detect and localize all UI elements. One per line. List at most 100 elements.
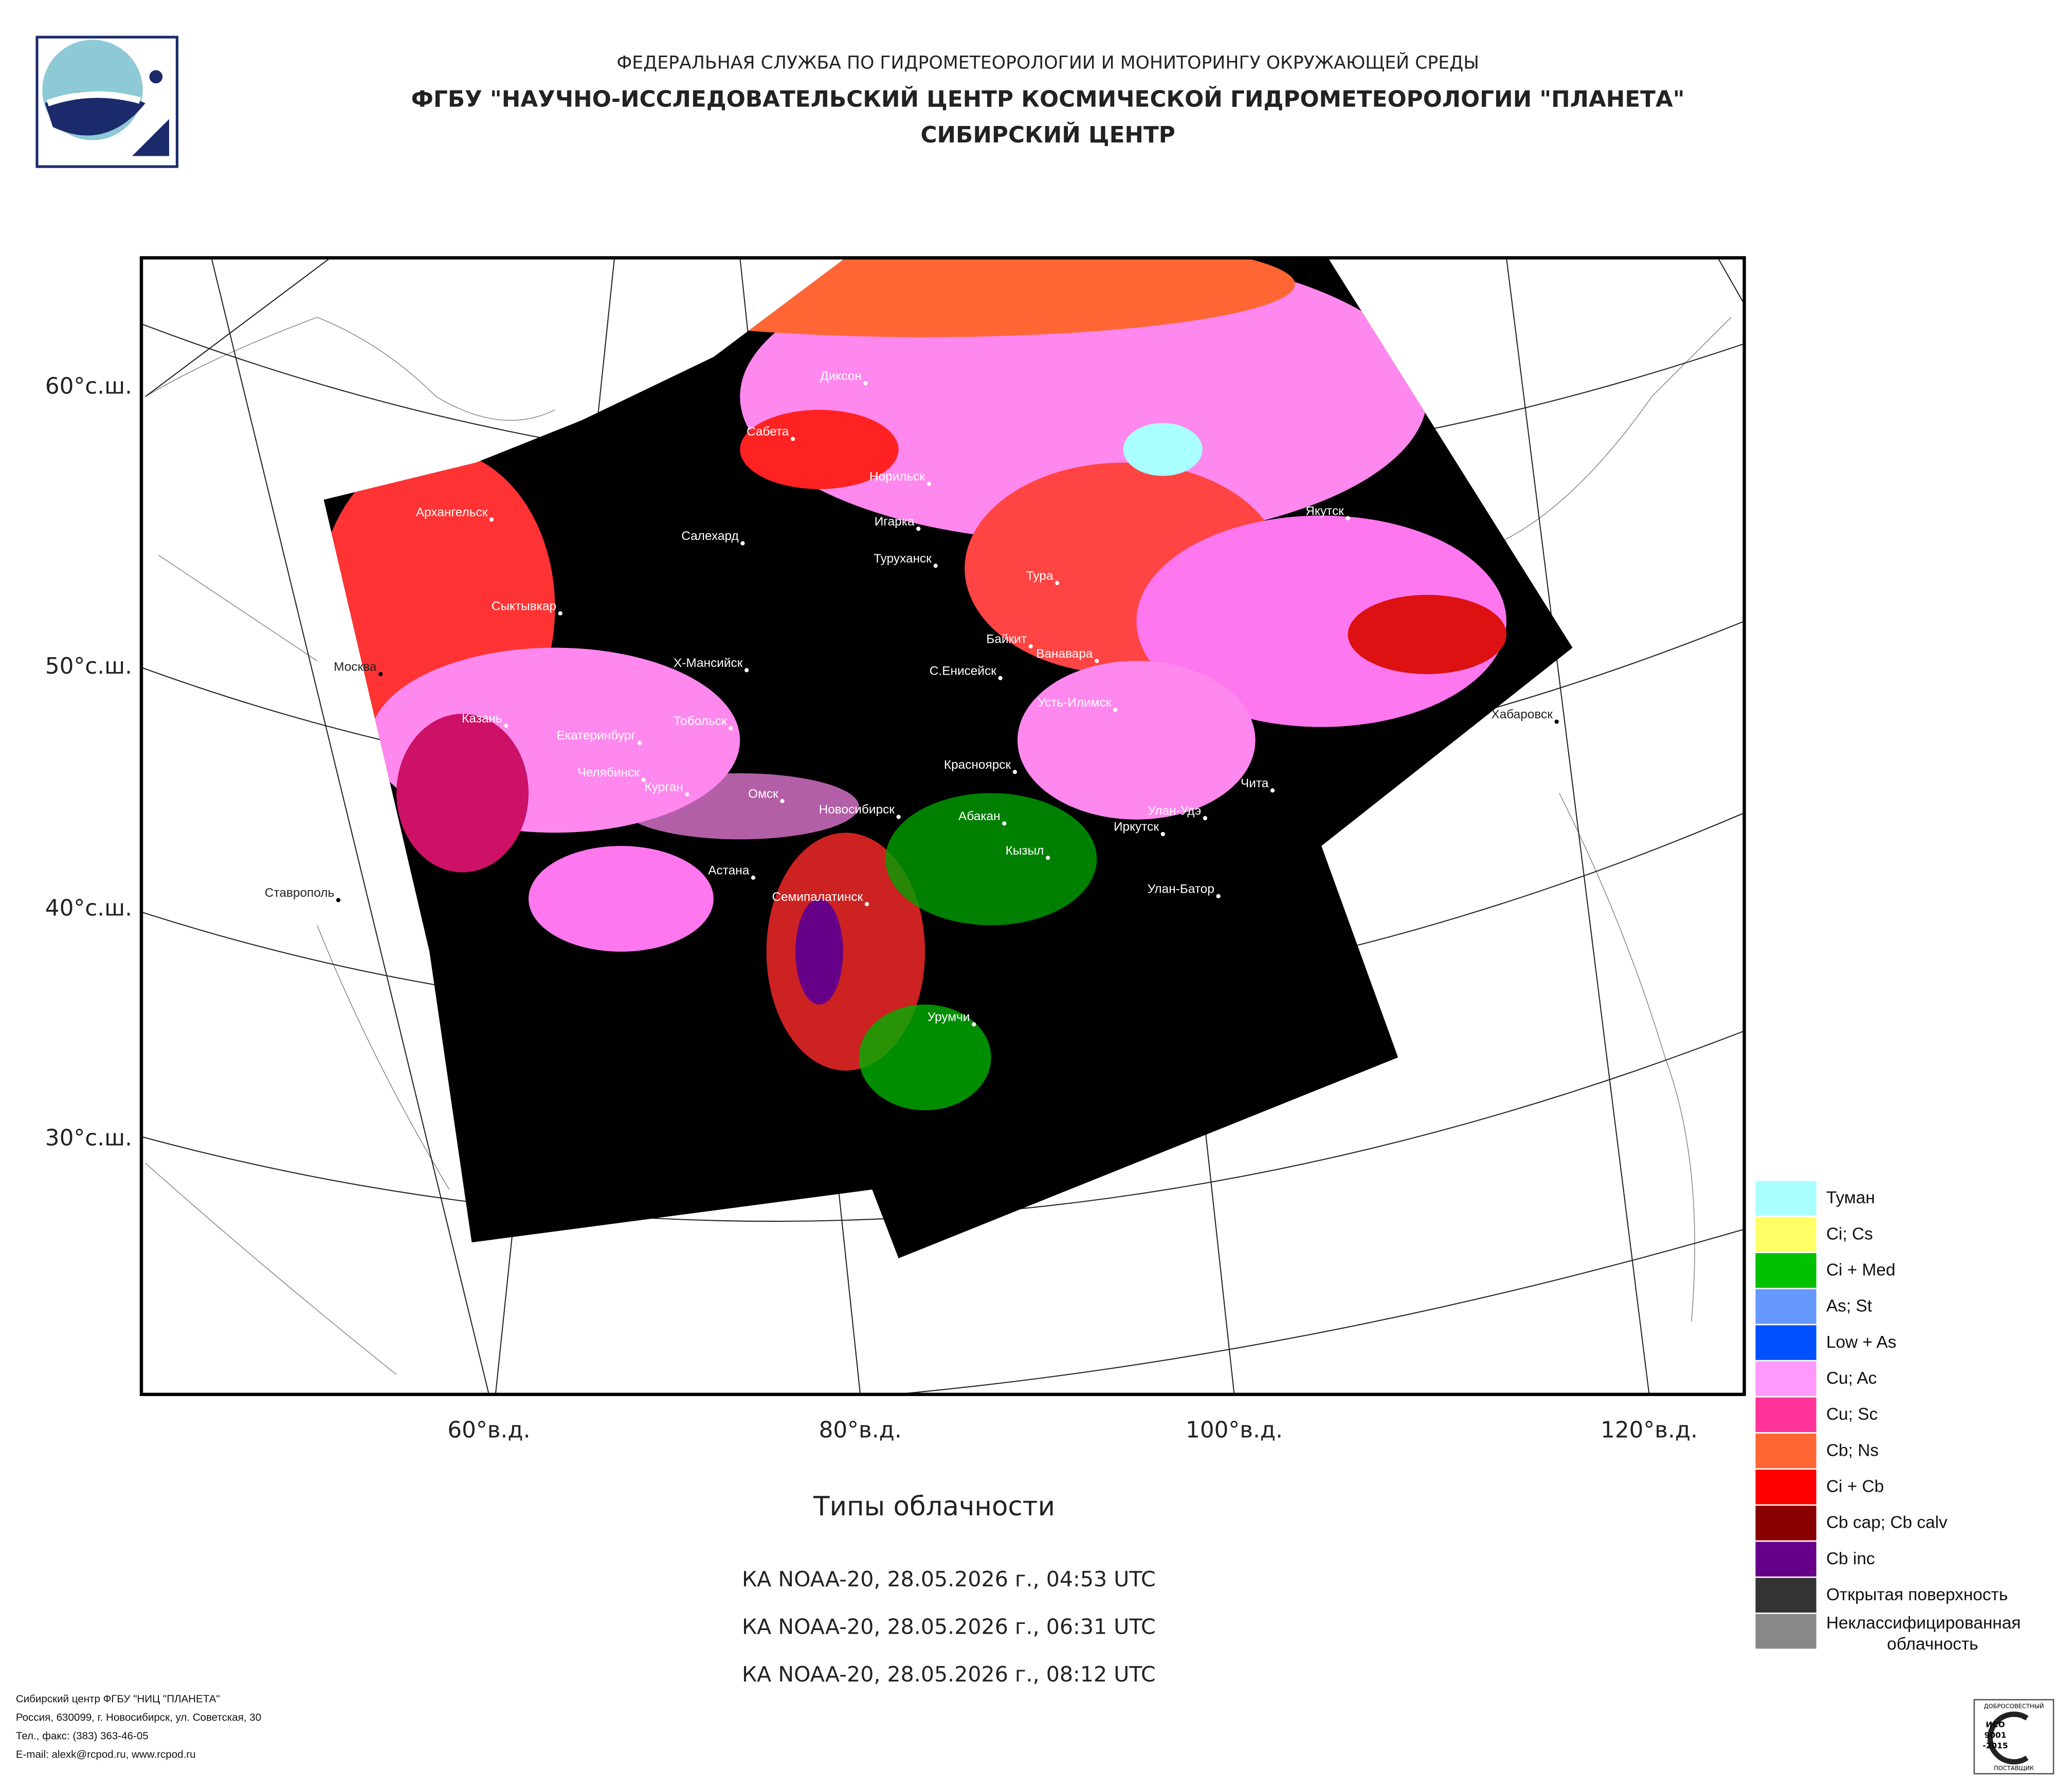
city-label: Хабаровск: [1491, 708, 1553, 721]
city-dot: [926, 481, 931, 486]
city-dot: [864, 902, 869, 907]
city-dot: [863, 381, 868, 386]
header-center: СИБИРСКИЙ ЦЕНТР: [920, 121, 1175, 148]
legend-label: Cu; Ac: [1826, 1369, 1877, 1388]
map-labels: 60°с.ш. 50°с.ш. 40°с.ш. 30°с.ш. 60°в.д. 80°в.…: [45, 369, 1698, 1443]
city-dot: [998, 676, 1003, 680]
legend-label: Cb cap; Cb calv: [1826, 1513, 1948, 1532]
city-dot: [1028, 644, 1033, 649]
legend-swatch: [1754, 1396, 1818, 1434]
city-dot: [558, 611, 562, 616]
city-label: Туруханск: [874, 552, 932, 566]
city-label: Усть-Илимск: [1038, 696, 1111, 710]
map-frame: [139, 256, 1746, 1396]
city-label: Байкит: [986, 632, 1027, 646]
city-dot: [637, 740, 642, 745]
city-dot: [685, 792, 689, 797]
lat-label: 40°с.ш.: [45, 895, 132, 921]
city-dot: [972, 1022, 976, 1027]
legend-swatch: [1754, 1216, 1818, 1253]
legend-label: Неклассифицированная облачность: [1826, 1614, 2021, 1654]
city-label: Красноярск: [944, 758, 1011, 772]
lon-label: 120°в.д.: [1601, 1417, 1698, 1443]
caption-title: Типы облачности: [813, 1491, 1055, 1522]
legend-swatch: [1754, 1468, 1818, 1506]
logo: [35, 35, 178, 168]
city-label: Екатеринбург: [557, 729, 636, 743]
city-dot: [1216, 894, 1221, 898]
city-label: Новосибирск: [819, 803, 895, 817]
city-label: Игарка: [875, 515, 915, 529]
city-label: Диксон: [820, 369, 862, 383]
city-dot: [740, 541, 745, 546]
city-label: Урумчи: [928, 1010, 970, 1024]
city-label: Абакан: [958, 809, 1001, 823]
pass-line: КА NOAA-20, 28.05.2026 г., 08:12 UTC: [742, 1662, 1156, 1687]
city-label: Казань: [462, 712, 502, 726]
city-dot: [790, 437, 795, 441]
city-label: Улан-Батор: [1148, 882, 1214, 896]
city-dot: [896, 815, 901, 819]
city-label: Омск: [748, 787, 778, 801]
lon-label: 60°в.д.: [447, 1417, 530, 1443]
header-agency: ФЕДЕРАЛЬНАЯ СЛУЖБА ПО ГИДРОМЕТЕОРОЛОГИИ …: [616, 52, 1479, 74]
footer-line: Тел., факс: (383) 363-46-05: [16, 1730, 149, 1742]
city-label: Сыктывкар: [492, 599, 556, 613]
city-label: Улан-Удэ: [1148, 804, 1201, 818]
city-dot: [1055, 581, 1060, 585]
city-dot: [378, 672, 383, 677]
legend-swatch: [1754, 1576, 1818, 1614]
city-dot: [916, 527, 921, 531]
badge-year: -2015: [1983, 1741, 2008, 1750]
legend-swatch: [1754, 1324, 1818, 1362]
city-dot: [1203, 816, 1208, 821]
badge-mark: ИСО: [1986, 1720, 2005, 1729]
legend-swatch: [1754, 1360, 1818, 1398]
city-dot: [751, 875, 756, 880]
city-dot: [1346, 516, 1350, 520]
city-label: Норильск: [869, 469, 925, 483]
footer-line: E-mail: alexk@rcpod.ru, www.rcpod.ru: [16, 1749, 196, 1761]
legend-label: Ci; Cs: [1826, 1224, 1873, 1243]
city-dot: [1554, 719, 1559, 724]
legend-label: As; St: [1826, 1297, 1873, 1316]
legend-swatch: [1754, 1432, 1818, 1470]
lon-label: 80°в.д.: [819, 1417, 902, 1443]
pass-line: КА NOAA-20, 28.05.2026 г., 06:31 UTC: [742, 1615, 1156, 1639]
lat-label: 60°с.ш.: [45, 373, 132, 399]
legend-swatch: [1754, 1288, 1818, 1326]
city-dot: [1012, 770, 1017, 774]
legend-swatch: [1754, 1504, 1818, 1542]
city-dot: [641, 777, 646, 782]
legend-label: Cu; Sc: [1826, 1405, 1878, 1424]
map: [141, 258, 1744, 1395]
city-label: Москва: [334, 660, 377, 674]
city-dot: [1113, 708, 1118, 712]
city-label: Чита: [1241, 776, 1269, 790]
header-institute: ФГБУ "НАУЧНО-ИССЛЕДОВАТЕЛЬСКИЙ ЦЕНТР КОС…: [411, 85, 1685, 113]
city-dot: [1002, 821, 1007, 826]
city-label: Х-Мансийск: [674, 656, 743, 670]
city-dot: [1270, 788, 1275, 793]
city-dot: [336, 898, 341, 902]
city-label: Ванавара: [1036, 647, 1093, 661]
city-label: Тобольск: [674, 714, 727, 728]
legend-swatch: [1754, 1180, 1818, 1217]
city-label: Якутск: [1305, 504, 1344, 518]
legend-label: Открытая поверхность: [1826, 1585, 2008, 1604]
city-dot: [780, 799, 785, 803]
pass-line: КА NOAA-20, 28.05.2026 г., 04:53 UTC: [742, 1567, 1156, 1591]
cloud-swath: [323, 258, 1573, 1259]
city-label: Сабета: [747, 425, 789, 439]
legend-label: Low + As: [1826, 1333, 1897, 1352]
city-label: Челябинск: [577, 766, 640, 780]
city-label: Кызыл: [1006, 844, 1044, 858]
legend-label: Туман: [1826, 1188, 1875, 1207]
city-label: Иркутск: [1114, 820, 1159, 834]
city-label: Архангельск: [416, 505, 488, 519]
city-dot: [1095, 659, 1099, 663]
lat-label: 50°с.ш.: [45, 653, 132, 679]
city-dot: [933, 564, 938, 568]
footer: Сибирский центр ФГБУ "НИЦ "ПЛАНЕТА" Росси…: [16, 1693, 261, 1761]
